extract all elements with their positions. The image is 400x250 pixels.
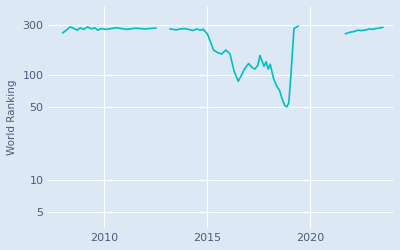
Y-axis label: World Ranking: World Ranking: [7, 80, 17, 155]
